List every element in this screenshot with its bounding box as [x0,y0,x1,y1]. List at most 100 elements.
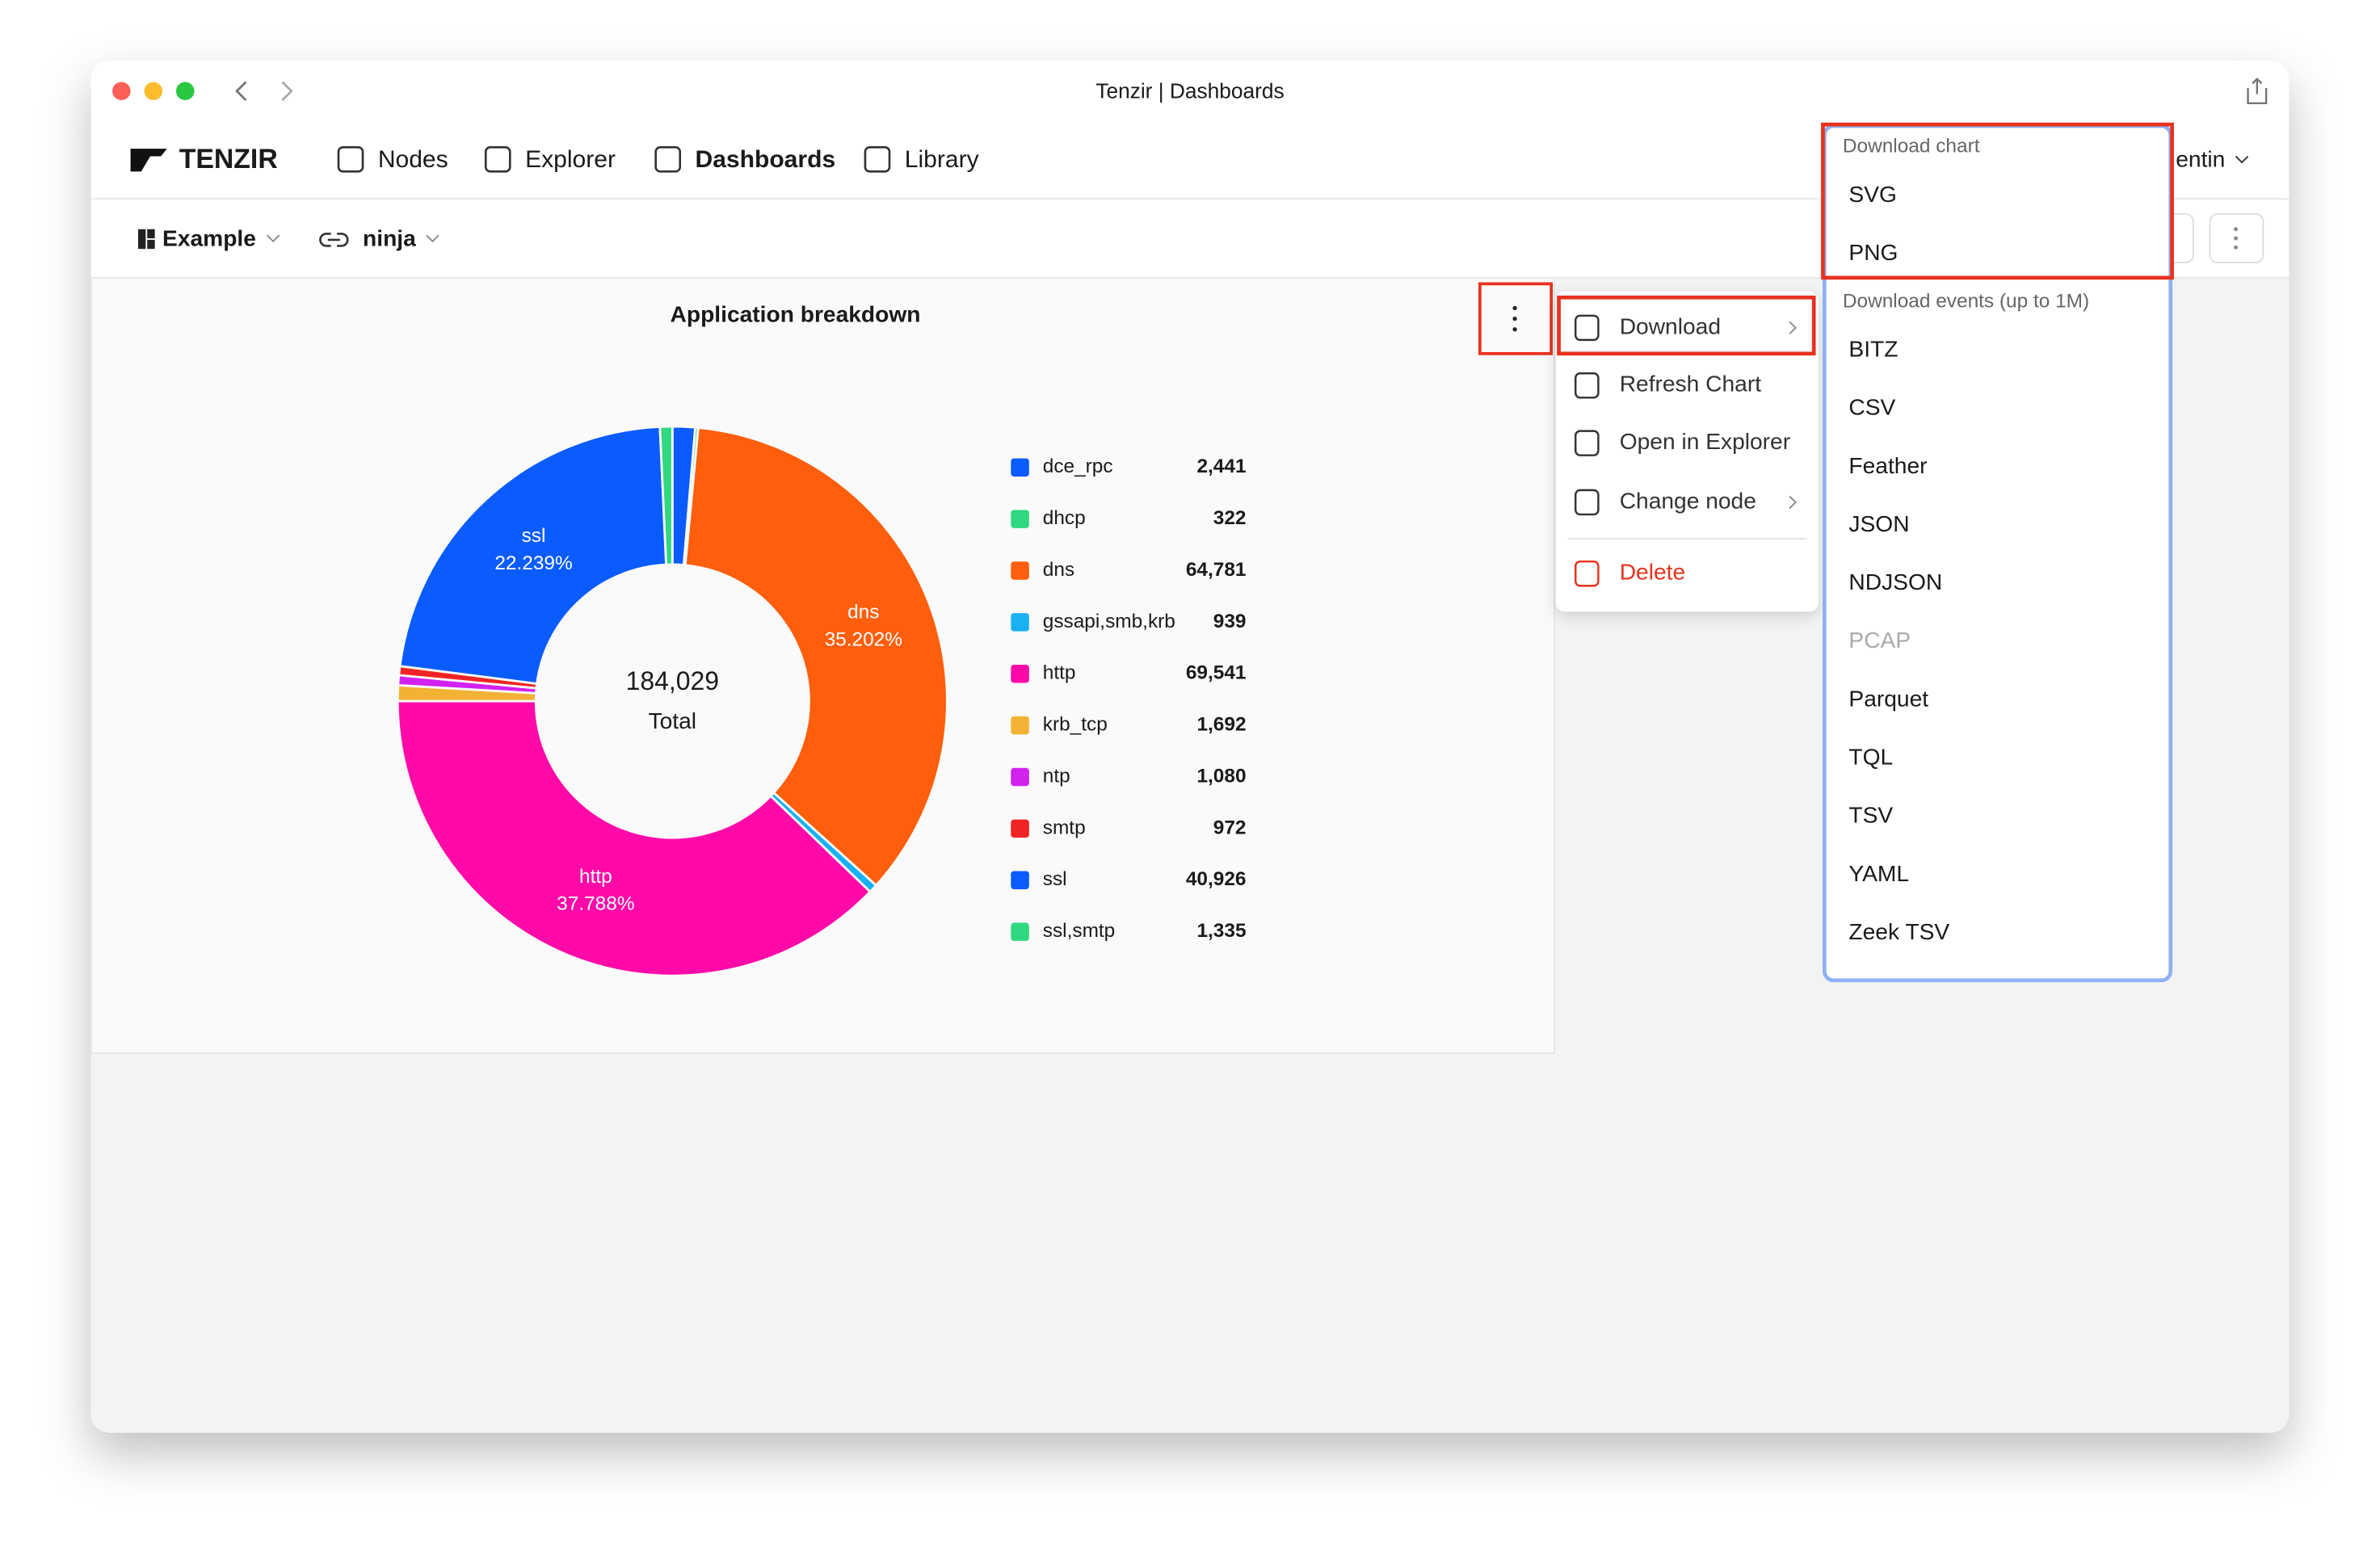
slice [396,699,873,977]
legend-label: gssapi,smb,krb [1043,611,1175,632]
menu-item[interactable]: Refresh Chart [1620,371,1762,397]
submenu-item[interactable]: PNG [1848,239,1898,265]
menu-item[interactable]: Change node [1620,487,1756,513]
legend-label: ssl [1043,868,1067,890]
total-value: 184,029 [626,666,719,695]
legend-value: 1,080 [1196,765,1246,787]
legend-swatch [1011,561,1029,580]
nav-icon [654,145,682,173]
slice-label: 22.239% [494,552,572,574]
highlight [1821,122,2174,280]
submenu-item[interactable]: TQL [1848,744,1893,770]
submenu-header: Download chart [1843,136,1980,158]
menu-icon [1575,489,1600,516]
nav-icon [484,145,511,173]
submenu-item[interactable]: CSV [1848,394,1895,420]
slice-label: 37.788% [557,893,634,915]
submenu-item[interactable]: TSV [1848,802,1893,828]
total-label: Total [649,708,697,733]
nav-item[interactable]: Explorer [525,146,616,173]
legend-value: 939 [1213,611,1247,632]
icon [147,239,155,250]
nav-icon [864,145,891,173]
menu-icon [1575,314,1600,342]
legend-value: 69,541 [1186,662,1247,684]
legend-swatch [1011,458,1029,477]
slice-name: ssl [522,525,546,547]
highlight [1478,282,1554,355]
legend-value: 2,441 [1196,456,1246,477]
submenu-item[interactable]: Parquet [1848,685,1928,711]
legend-value: 1,692 [1196,714,1246,736]
close-button[interactable] [112,82,131,101]
nav-item[interactable]: Library [905,146,979,173]
submenu-item[interactable]: Feather [1848,452,1927,478]
submenu-items: Download chart SVG PNG Download events (up … [1843,136,2089,944]
link-icon [319,233,349,247]
slice [683,426,948,888]
legend-swatch [1011,767,1029,787]
chevron [1789,321,1797,335]
menu-item[interactable]: Download [1620,313,1721,338]
logo[interactable]: TENZIR [179,144,278,174]
legend-swatch [1011,613,1029,632]
slice [658,425,674,566]
back-button[interactable] [235,81,247,102]
submenu-item[interactable]: YAML [1848,860,1909,886]
chevron [2235,155,2249,164]
submenu-item: PCAP [1848,627,1911,653]
nav-item[interactable]: Nodes [378,146,448,173]
menu-item[interactable]: Delete [1620,559,1685,585]
nav-icon [337,145,364,173]
legend-value: 40,926 [1186,868,1247,890]
window-title: Tenzir | Dashboards [1095,79,1284,103]
slice [398,425,668,686]
chart: dce_rpc 2,441 dhcp 322 dns 35.202% dns 64,781 gs… [396,425,1247,977]
submenu-header: Download events (up to 1M) [1843,290,2089,312]
legend-label: smtp [1043,817,1086,838]
user-menu[interactable]: entin [2176,146,2225,172]
menu-icon [1575,372,1600,399]
legend-swatch [1011,871,1029,890]
forward-button[interactable] [281,81,293,102]
legend-value: 64,781 [1186,559,1247,581]
dashboard-select[interactable]: Example [162,225,256,250]
submenu-item[interactable]: Zeek TSV [1848,918,1949,944]
legend-label: dhcp [1043,507,1086,529]
legend-swatch [1011,819,1029,838]
chevron [426,234,439,243]
legend-label: http [1043,662,1076,684]
minimize-button[interactable] [144,82,163,101]
legend-swatch [1011,664,1029,683]
submenu-item[interactable]: JSON [1848,510,1909,536]
chevron [267,234,280,243]
submenu-item[interactable]: NDJSON [1848,569,1942,594]
legend-swatch [1011,716,1029,735]
menu-items: Download Refresh Chart Open in Explorer Cha… [1557,295,1816,587]
legend-label: dns [1043,559,1074,581]
highlight [1557,295,1816,356]
legend-value: 1,335 [1196,920,1246,942]
context-menu [1555,291,1819,612]
chevron [1789,495,1797,510]
legend-label: krb_tcp [1043,714,1108,736]
nav-item[interactable]: Dashboards [696,146,836,173]
legend-label: ntp [1043,765,1070,787]
menu-icon [1575,560,1600,587]
submenu-item[interactable]: SVG [1848,181,1897,207]
submenu-item[interactable]: BITZ [1848,335,1898,361]
legend-swatch [1011,510,1029,528]
node-select[interactable]: ninja [363,225,416,250]
logo-icon [130,149,167,172]
menu-item[interactable]: Open in Explorer [1620,428,1790,454]
menu-icon [1575,430,1600,456]
legend-label: ssl,smtp [1043,920,1116,942]
icon [137,229,146,250]
zoom-button[interactable] [175,82,195,101]
chart-menu-button[interactable] [1512,305,1517,332]
legend-label: dce_rpc [1043,456,1113,477]
icon [147,229,155,239]
share-button[interactable] [2247,78,2268,105]
legend-swatch [1011,922,1029,941]
